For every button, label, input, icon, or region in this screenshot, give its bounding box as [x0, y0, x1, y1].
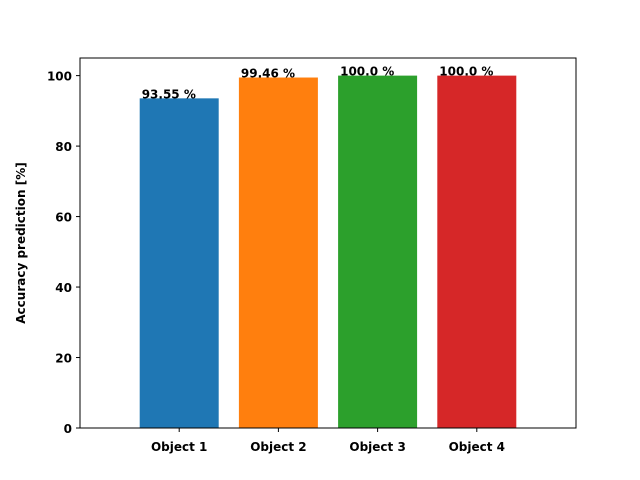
x-tick-label-1: Object 1 — [151, 440, 207, 454]
y-tick-label-100: 100 — [47, 70, 72, 84]
bar-4 — [437, 75, 517, 428]
y-tick-label-20: 20 — [55, 352, 72, 366]
bar-1 — [139, 98, 219, 428]
y-tick-label-0: 0 — [64, 422, 72, 436]
bar-2 — [238, 77, 318, 428]
x-tick-label-4: Object 4 — [449, 440, 505, 454]
bars-group — [139, 75, 517, 428]
data-label-2: 99.46 % — [241, 67, 295, 81]
plot-frame — [79, 57, 577, 429]
data-labels-group: 93.55 % 99.46 % 100.0 % 100.0 % — [142, 65, 494, 102]
y-tick-label-80: 80 — [55, 140, 72, 154]
y-tick-label-60: 60 — [55, 211, 72, 225]
x-tick-label-2: Object 2 — [250, 440, 306, 454]
data-label-1: 93.55 % — [142, 87, 196, 101]
x-axis: Object 1 Object 2 Object 3 Object 4 — [151, 428, 505, 454]
data-label-4: 100.0 % — [439, 65, 493, 79]
bar-3 — [338, 75, 418, 428]
data-label-3: 100.0 % — [340, 65, 394, 79]
y-axis: 0 20 40 60 80 100 — [47, 70, 80, 436]
y-tick-label-40: 40 — [55, 281, 72, 295]
x-tick-label-3: Object 3 — [349, 440, 405, 454]
y-axis-label: Accuracy prediction [%] — [14, 162, 28, 323]
